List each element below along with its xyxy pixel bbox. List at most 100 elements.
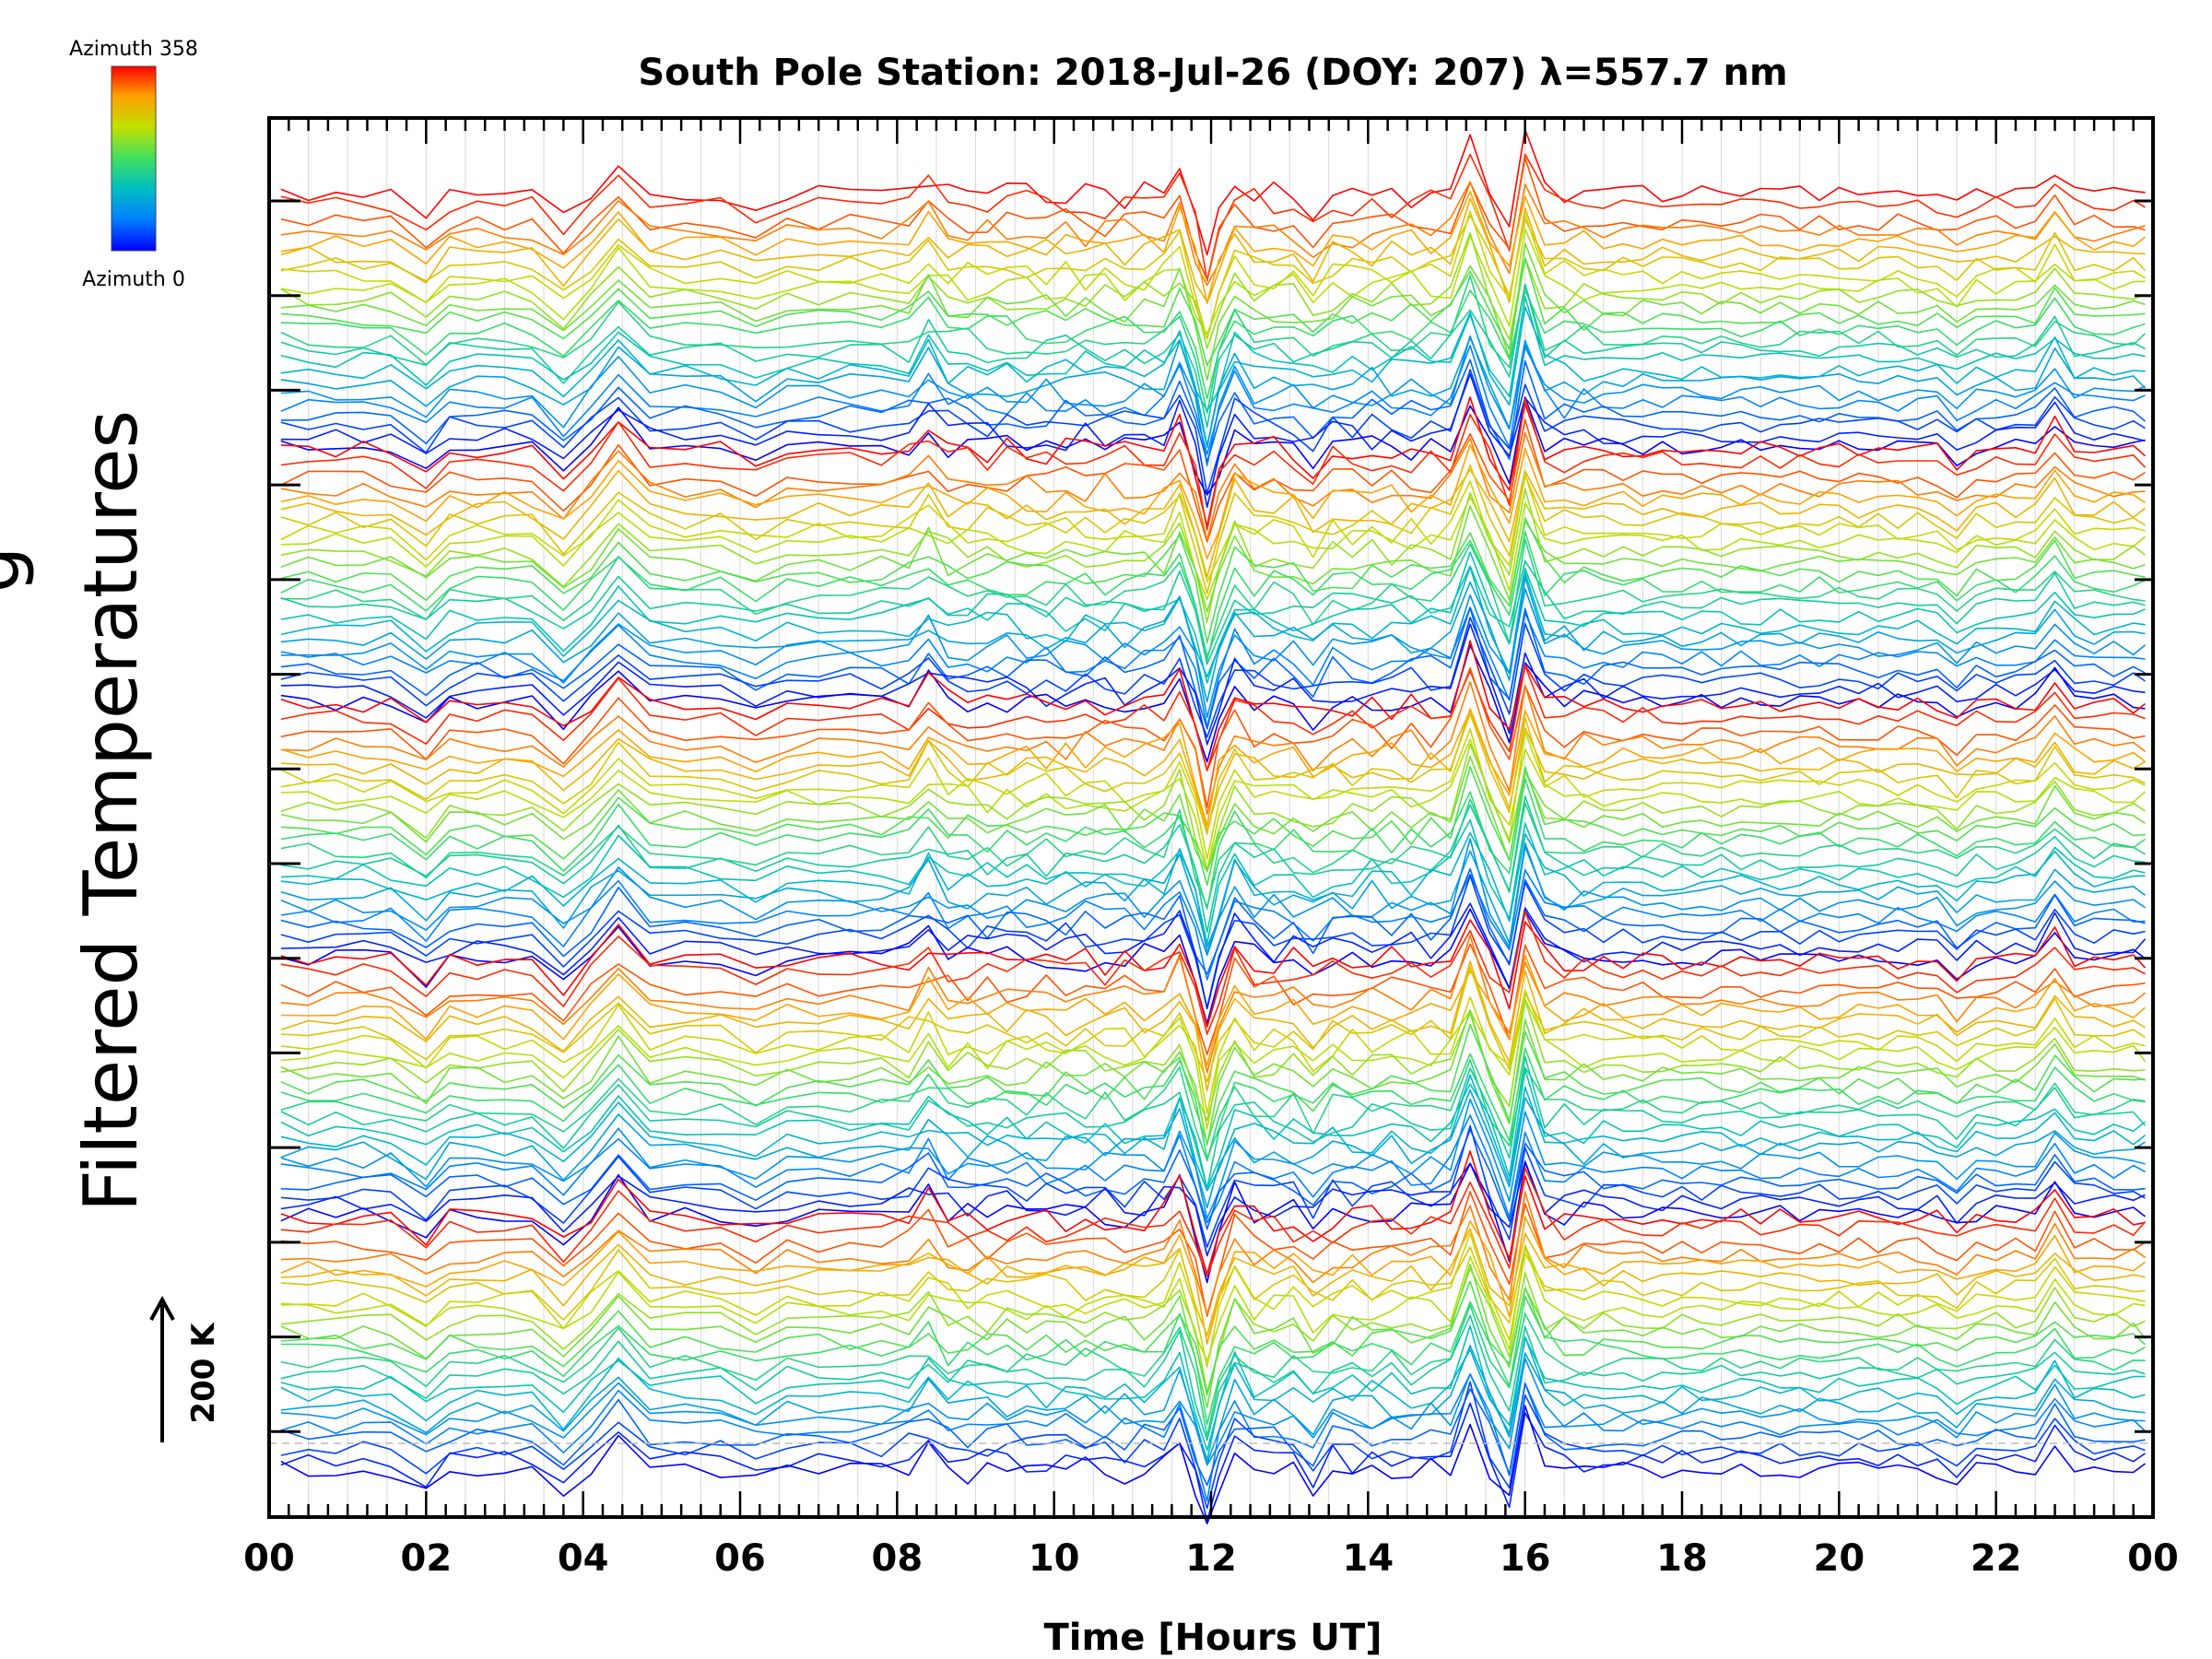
series-line (280, 289, 2146, 400)
series-line (280, 838, 2146, 956)
series-line (280, 1047, 2146, 1159)
y-axis-label-text: Filtered Temperatures (68, 410, 154, 1212)
series-line (280, 831, 2146, 954)
series-line (280, 283, 2146, 429)
series-line (280, 1088, 2146, 1209)
series-line (280, 1059, 2146, 1162)
series-line (280, 867, 2146, 975)
series-line (280, 1191, 2146, 1315)
series-line (280, 468, 2146, 578)
y-axis-label: Filtered Temperatures g (0, 410, 154, 1212)
series-line (280, 707, 2146, 831)
series-line (280, 215, 2147, 340)
series-line (280, 1402, 2146, 1523)
series-line (280, 488, 2146, 623)
colorbar-bottom-label: Azimuth 0 (82, 268, 185, 291)
x-tick-label: 14 (1342, 1537, 1394, 1580)
series-line (280, 1161, 2146, 1284)
scale-bar: 200 K (149, 1295, 222, 1442)
series-line (280, 665, 2146, 771)
x-tick-label: 02 (400, 1537, 452, 1580)
series-line (280, 1055, 2147, 1190)
series-line (280, 1280, 2147, 1396)
series-line (280, 191, 2146, 305)
series-line (280, 755, 2146, 873)
colorbar-gradient (111, 65, 157, 252)
series-line (280, 1324, 2146, 1452)
series-line (280, 954, 2147, 1066)
series-line (280, 1232, 2146, 1368)
series-line (280, 465, 2146, 594)
series-line (280, 473, 2146, 583)
series-line (280, 396, 2147, 527)
series-line (280, 128, 2146, 256)
series-line (280, 496, 2147, 601)
series-line (280, 640, 2146, 771)
series-line (280, 998, 2146, 1122)
series-line (280, 869, 2146, 981)
series-line (280, 398, 2147, 531)
series-line (280, 1216, 2146, 1345)
x-axis-label: Time [Hours UT] (1044, 1617, 1382, 1659)
series-line (280, 1335, 2146, 1461)
series-line (280, 228, 2146, 335)
series-line (280, 1244, 2146, 1337)
series-line (280, 680, 2146, 816)
series-line (280, 1068, 2146, 1189)
series-line (280, 989, 2146, 1114)
series-line (280, 875, 2146, 1009)
series-line (280, 418, 2146, 543)
x-tick-label: 00 (2127, 1537, 2179, 1580)
y-axis-label-partial: g (0, 547, 36, 594)
series-line (280, 943, 2146, 1055)
series-line (280, 275, 2147, 415)
x-tick-label: 16 (1500, 1537, 1551, 1580)
series-line (280, 1023, 2146, 1145)
series-line (280, 1150, 2146, 1276)
x-tick-label: 22 (1971, 1537, 2022, 1580)
x-tick-label: 20 (1813, 1537, 1865, 1580)
series-line (280, 257, 2146, 367)
x-tick-label: 08 (871, 1537, 923, 1580)
series-line (280, 516, 2146, 644)
chart-title: South Pole Station: 2018-Jul-26 (DOY: 20… (638, 52, 1787, 94)
series-line (280, 841, 2146, 948)
series-line (280, 181, 2146, 287)
colorbar-top-label: Azimuth 358 (69, 38, 198, 61)
series-line (280, 576, 2146, 703)
series-line (280, 587, 2147, 719)
series-line (280, 242, 2146, 382)
series-line (280, 1373, 2147, 1502)
series-line (280, 1191, 2146, 1317)
series-line (280, 1304, 2146, 1437)
series-line (280, 210, 2146, 340)
series-line (280, 1228, 2146, 1336)
colorbar: Azimuth 358 Azimuth 0 (69, 38, 198, 291)
series-line (280, 743, 2146, 871)
series-line (280, 777, 2146, 911)
series-line (280, 709, 2146, 827)
series-line (280, 935, 2147, 1074)
series-line (280, 1098, 2146, 1219)
series-line (280, 960, 2146, 1092)
scale-bar-arrowhead (149, 1295, 175, 1321)
series-line (280, 919, 2147, 1028)
x-tick-label: 00 (243, 1537, 295, 1580)
series-line (280, 966, 2146, 1083)
series-line (280, 559, 2146, 665)
x-tick-label: 10 (1029, 1537, 1080, 1580)
series-line (280, 443, 2146, 559)
series-line (280, 606, 2146, 730)
x-tick-label: 06 (714, 1537, 766, 1580)
series-line (280, 1405, 2146, 1524)
series-line (280, 1295, 2146, 1426)
series-line (280, 1009, 2146, 1147)
series-line (280, 911, 2146, 1035)
series-lines (269, 128, 2153, 1524)
series-line (280, 306, 2146, 447)
series-line (280, 1074, 2146, 1192)
series-line (280, 505, 2146, 613)
series-line (280, 606, 2146, 728)
scale-bar-label: 200 K (185, 1322, 222, 1424)
series-line (280, 530, 2146, 662)
